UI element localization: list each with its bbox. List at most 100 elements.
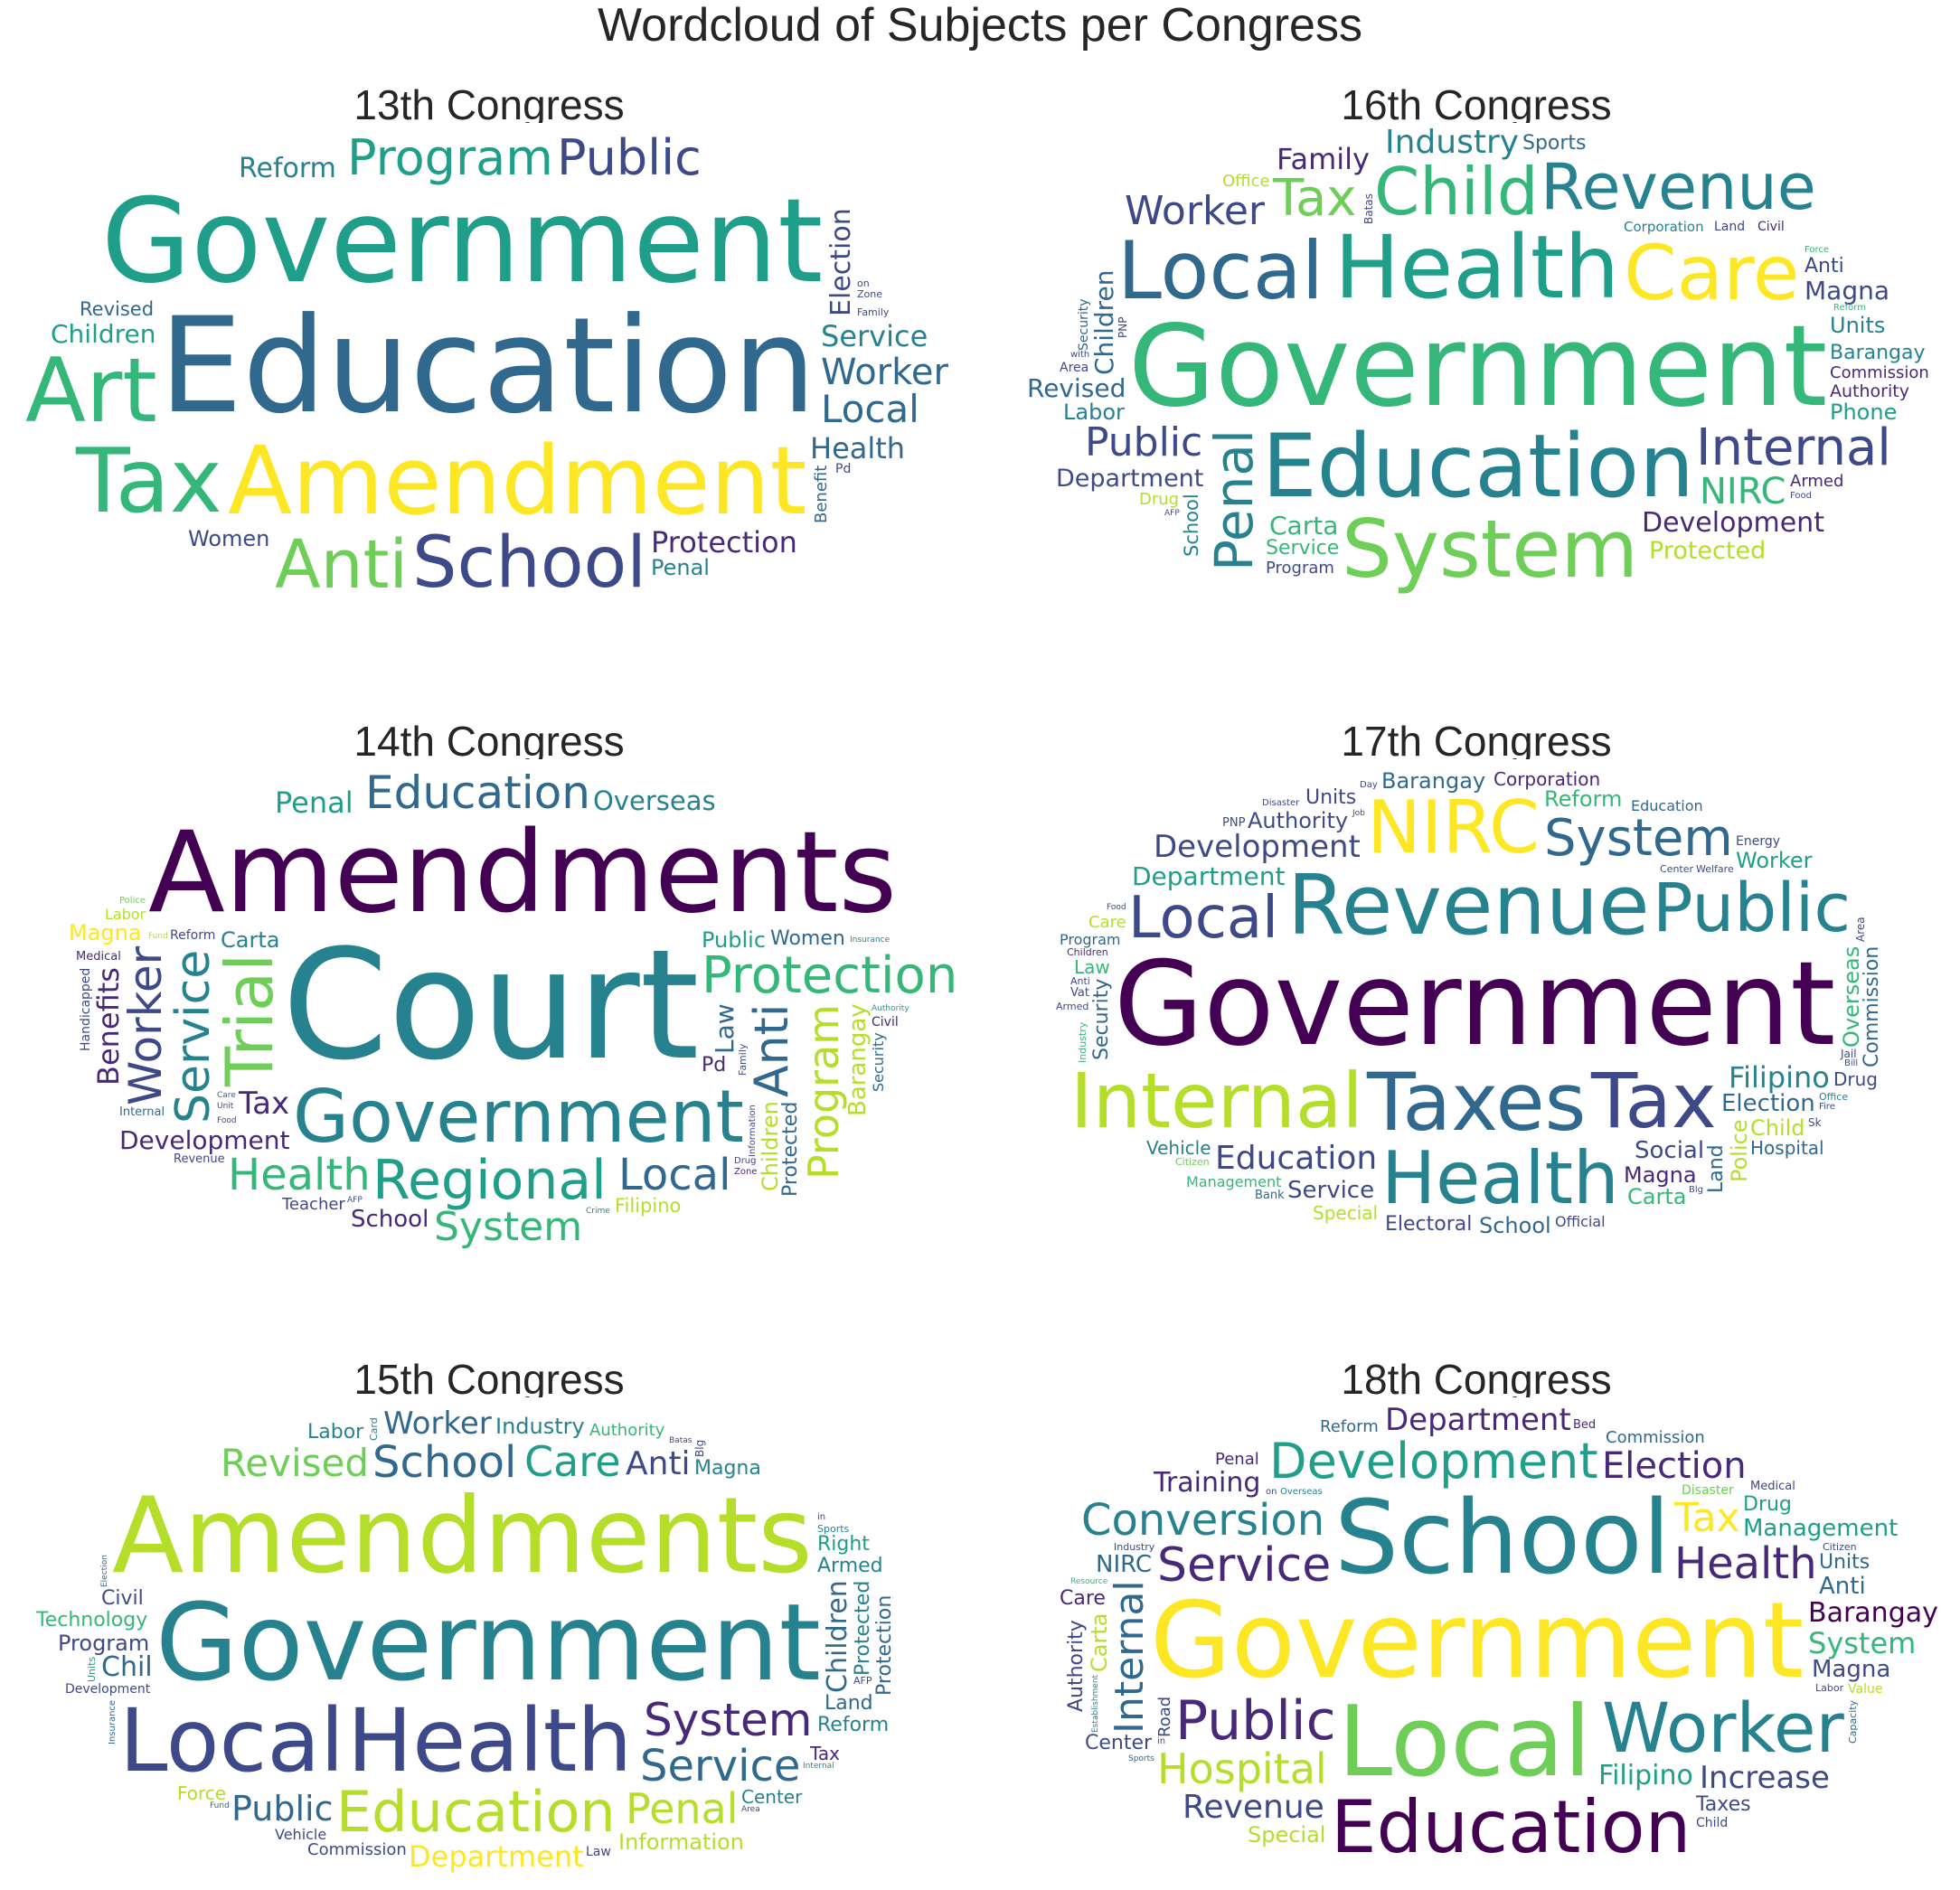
cloud-word: Units: [1830, 313, 1886, 338]
cloud-word: Vehicle: [1146, 1137, 1211, 1159]
cloud-word: Blg: [1689, 1185, 1703, 1195]
cloud-word: Fire: [1819, 1102, 1835, 1112]
cloud-word: Drug: [734, 1156, 757, 1166]
cloud-word: Health: [1674, 1538, 1817, 1589]
cloud-word: Benefits: [91, 967, 126, 1086]
cloud-word: Anti: [1819, 1573, 1866, 1600]
cloud-word: Industry: [1114, 1541, 1155, 1553]
cloud-word: Election: [1721, 1090, 1815, 1117]
cloud-word: Education: [365, 766, 590, 819]
cloud-word: Penal: [1203, 428, 1265, 571]
cloud-word: Election: [825, 208, 857, 316]
cloud-word: Force: [1805, 245, 1830, 255]
cloud-word: Filipino: [1729, 1060, 1830, 1095]
cloud-word: Corporation: [1624, 219, 1704, 235]
panel-title: 15th Congress: [353, 1356, 625, 1403]
cloud-word: Center: [1085, 1732, 1153, 1754]
cloud-word: Special: [1248, 1822, 1326, 1848]
cloud-word: Children: [1067, 946, 1108, 958]
cloud-word: Card: [368, 1417, 380, 1441]
cloud-word: Education: [1215, 1140, 1378, 1177]
cloud-word: Land: [1705, 1144, 1728, 1193]
cloud-word: Bed: [1573, 1418, 1597, 1432]
cloud-word: Right: [817, 1533, 870, 1556]
cloud-word: Government: [293, 1075, 744, 1159]
cloud-word: Filipino: [1598, 1760, 1693, 1791]
cloud-word: Units: [1305, 786, 1357, 809]
cloud-word: Local: [1117, 224, 1324, 317]
cloud-word: Crime: [586, 1207, 610, 1216]
cloud-word: Tax: [810, 1743, 840, 1764]
cloud-word: Public: [1653, 870, 1852, 947]
cloud-word: Care: [217, 1091, 236, 1100]
panel-title: 14th Congress: [353, 718, 625, 765]
cloud-word: Worker: [1602, 1688, 1844, 1768]
cloud-word: Reform: [1833, 303, 1866, 313]
cloud-word: Court: [282, 917, 700, 1094]
cloud-word: Trial: [212, 953, 287, 1086]
cloud-word: Special: [1313, 1202, 1379, 1224]
cloud-word: Sports: [1522, 132, 1587, 155]
cloud-word: Authority: [589, 1421, 665, 1440]
cloud-word: Program: [1060, 931, 1121, 948]
cloud-word: Election: [100, 1555, 109, 1587]
cloud-word: Program: [58, 1631, 150, 1656]
cloud-word: in: [817, 1512, 826, 1522]
cloud-word: Family: [737, 1043, 749, 1076]
cloud-word: Health: [347, 1690, 633, 1791]
cloud-word: Revised: [80, 298, 155, 320]
cloud-word: Tax: [239, 1086, 290, 1122]
cloud-word: Food: [217, 1116, 237, 1125]
cloud-word: Center: [741, 1786, 803, 1808]
cloud-word: Medical: [76, 950, 121, 964]
cloud-word: Disaster: [1682, 1483, 1734, 1498]
cloud-word: System: [1808, 1626, 1917, 1660]
cloud-word: Day: [1360, 780, 1378, 790]
cloud-word: Insurance: [850, 936, 890, 945]
cloud-word: Public: [1175, 1689, 1336, 1753]
cloud-word: Medical: [1750, 1480, 1795, 1493]
cloud-word: Energy: [1736, 834, 1781, 849]
cloud-word: Force: [177, 1782, 227, 1804]
cloud-word: Local: [1338, 1686, 1591, 1799]
cloud-word: Reform: [1544, 786, 1623, 812]
cloud-word: Revenue: [1541, 150, 1816, 224]
cloud-word: Bill: [1844, 1058, 1859, 1068]
cloud-word: Drug: [1833, 1068, 1878, 1090]
cloud-word: Barangay: [1808, 1597, 1938, 1629]
cloud-word: Authority: [872, 1004, 909, 1013]
cloud-word: with: [1070, 350, 1090, 360]
cloud-word: Health: [228, 1150, 371, 1200]
cloud-word: Women: [770, 927, 845, 950]
cloud-word: Public: [702, 927, 767, 953]
cloud-word: Magna: [694, 1457, 761, 1480]
cloud-word: Worker: [1125, 188, 1266, 234]
cloud-word: Worker: [821, 352, 948, 393]
cloud-word: Labor: [105, 906, 146, 923]
cloud-word: Penal: [1215, 1450, 1259, 1469]
cloud-word: Reform: [239, 153, 336, 184]
cloud-word: Local: [1128, 885, 1278, 952]
cloud-word: Public: [1085, 419, 1203, 465]
cloud-word: Education: [1262, 416, 1694, 517]
cloud-word: Children: [51, 319, 156, 349]
cloud-word: Security: [1090, 978, 1113, 1060]
cloud-word: Women: [188, 526, 270, 551]
cloud-word: Industry: [495, 1414, 585, 1439]
cloud-word: Area: [1060, 361, 1089, 375]
cloud-word: Unit: [217, 1102, 234, 1111]
cloud-word: Vat: [1070, 986, 1089, 1000]
cloud-word: Children: [758, 1101, 783, 1191]
word-cloud: Government Amendments Health Local Education…: [7, 1397, 971, 1885]
cloud-word: Information: [748, 1105, 758, 1157]
cloud-word: on: [1266, 1487, 1277, 1497]
cloud-word: Penal: [275, 785, 353, 820]
cloud-word: Commission: [1606, 1428, 1705, 1447]
cloud-word: Teacher: [282, 1195, 345, 1214]
cloud-word: Sports: [1128, 1754, 1154, 1763]
cloud-word: System: [1544, 809, 1733, 868]
cloud-word: Sports: [817, 1523, 850, 1535]
cloud-word: Department: [1056, 465, 1204, 493]
cloud-word: Public: [557, 129, 702, 186]
cloud-word: Overseas: [593, 785, 716, 816]
